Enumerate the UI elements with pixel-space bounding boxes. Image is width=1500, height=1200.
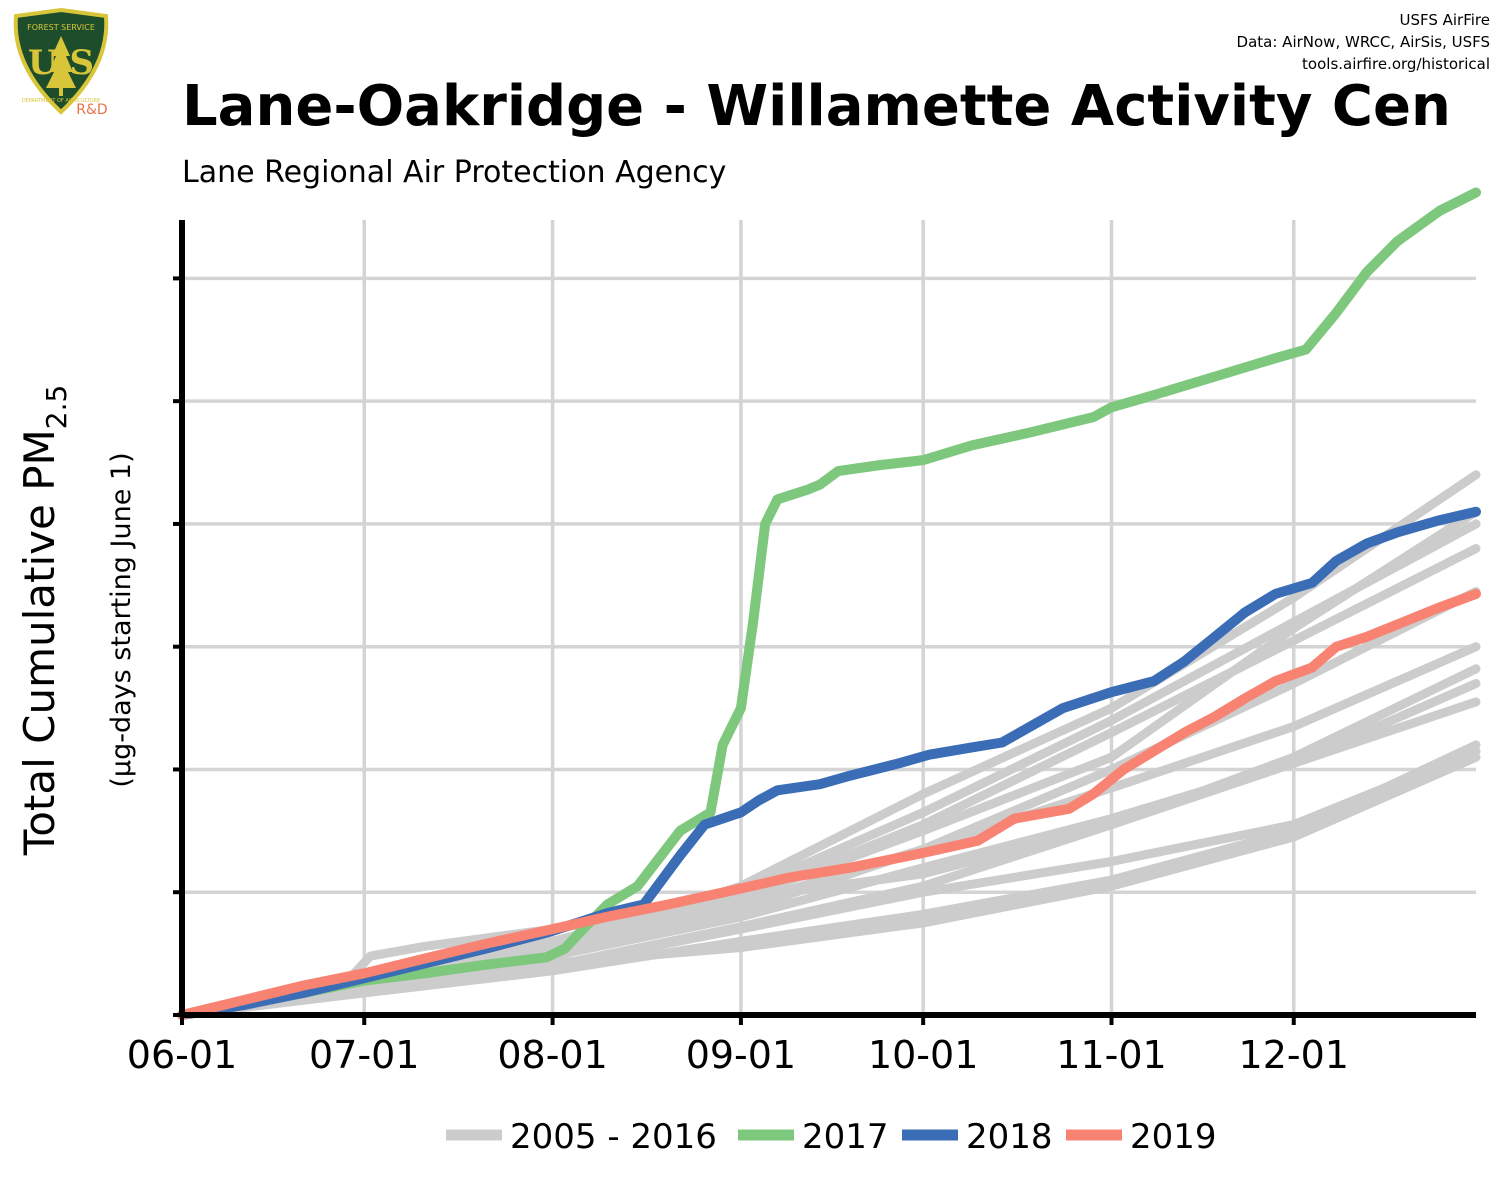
- logo-bottom-text: DEPARTMENT OF AGRICULTURE: [22, 98, 100, 104]
- logo-badge: R&D: [76, 102, 107, 118]
- logo-top-text: FOREST SERVICE: [27, 23, 95, 32]
- x-tick-label: 06-01: [127, 1033, 237, 1077]
- series-line-2017: [177, 187, 1481, 1020]
- usfs-logo: FOREST SERVICE U S DEPARTMENT OF AGRICUL…: [13, 7, 109, 118]
- y-axis-label: Total Cumulative PM2.5: [15, 385, 73, 857]
- x-tick-label: 07-01: [309, 1033, 419, 1077]
- chart-title: Lane-Oakridge - Willamette Activity Cen: [182, 74, 1451, 139]
- axes: [173, 220, 1476, 1025]
- x-tick-label: 09-01: [686, 1033, 796, 1077]
- x-tick-label: 08-01: [497, 1033, 607, 1077]
- y-axis-units: (µg-days starting June 1): [106, 452, 137, 787]
- x-tick-label: 12-01: [1239, 1033, 1349, 1077]
- highlight-lines: [177, 187, 1481, 1020]
- credit-line-1: USFS AirFire: [1399, 11, 1490, 29]
- legend-label-2018: 2018: [966, 1117, 1053, 1157]
- legend-label-history: 2005 - 2016: [510, 1117, 717, 1157]
- history-series-line: [177, 746, 1481, 1020]
- tree-icon: [46, 36, 76, 96]
- credit-line-3: tools.airfire.org/historical: [1302, 55, 1490, 73]
- x-tick-label: 10-01: [868, 1033, 978, 1077]
- title-container: Lane-Oakridge - Willamette Activity Cen: [182, 70, 1500, 144]
- credit-line-2: Data: AirNow, WRCC, AirSis, USFS: [1236, 33, 1490, 51]
- legend-label-2017: 2017: [802, 1117, 889, 1157]
- history-lines: [177, 470, 1481, 1020]
- series-line-2019: [177, 588, 1481, 1020]
- legend-label-2019: 2019: [1130, 1117, 1217, 1157]
- y-axis-label-subscript: 2.5: [40, 385, 73, 430]
- y-axis-label-text: Total Cumulative PM: [15, 429, 64, 856]
- chart-subtitle: Lane Regional Air Protection Agency: [182, 155, 727, 190]
- x-tick-label: 11-01: [1056, 1033, 1166, 1077]
- legend: 2005 - 2016 2017 2018 2019: [446, 1117, 1217, 1157]
- x-tick-labels: 06-01 07-01 08-01 09-01 10-01 11-01 12-01: [127, 1033, 1349, 1077]
